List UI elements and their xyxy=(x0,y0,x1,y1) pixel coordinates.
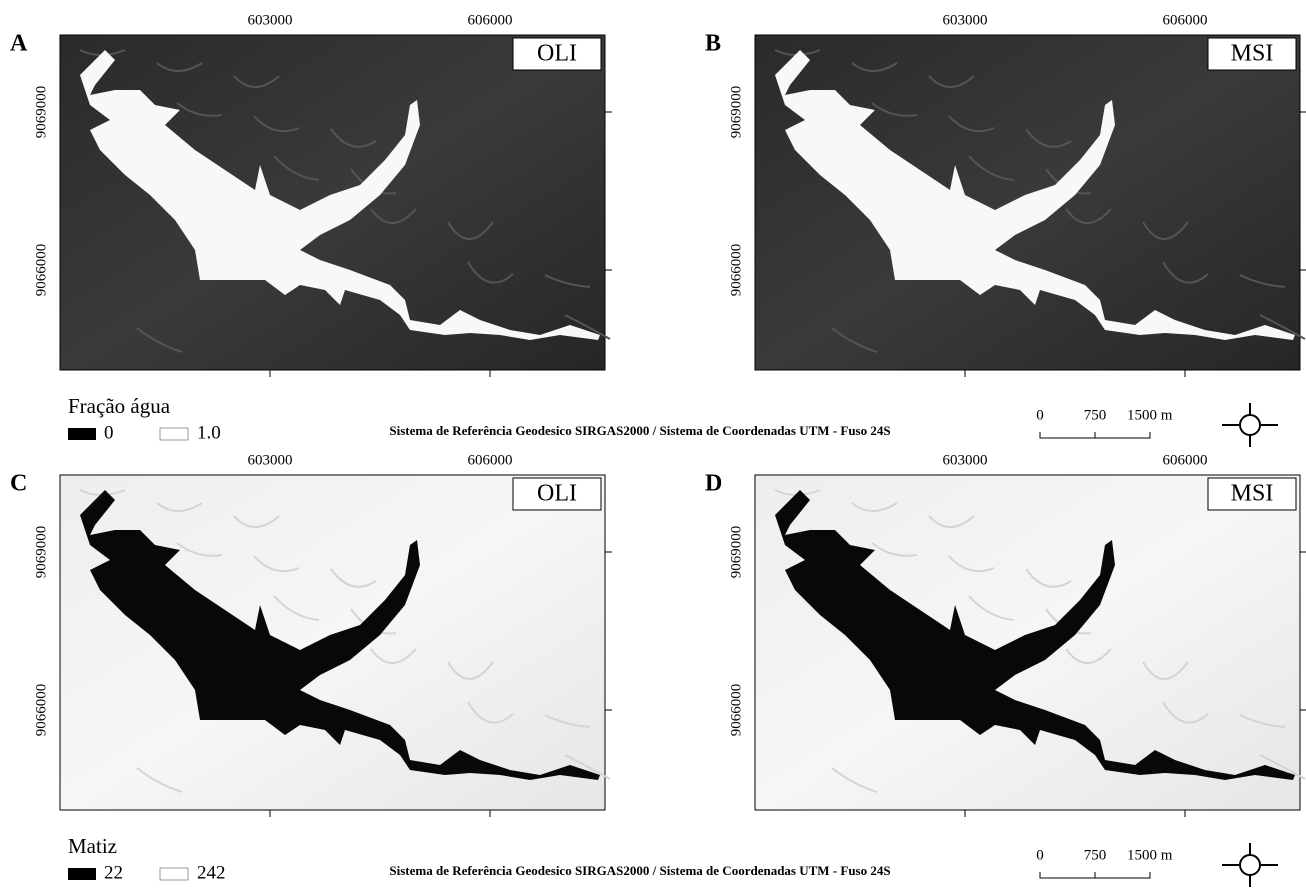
scale-label: 750 xyxy=(1084,847,1107,863)
legend-item: 1.0 xyxy=(197,422,221,443)
scale-bar xyxy=(1040,872,1150,878)
sensor-label: OLI xyxy=(537,481,577,507)
y-coordinate: 9069000 xyxy=(728,86,744,139)
crs-note: Sistema de Referência Geodesico SIRGAS20… xyxy=(389,423,890,438)
x-coordinate: 606000 xyxy=(1163,12,1208,28)
x-coordinate: 606000 xyxy=(1163,452,1208,468)
swatch-high xyxy=(160,868,188,880)
x-coordinate: 603000 xyxy=(943,12,988,28)
scale-label: 1500 m xyxy=(1127,407,1173,423)
y-coordinate: 9066000 xyxy=(728,684,744,737)
north-arrow-circle xyxy=(1240,415,1260,435)
scale-label: 1500 m xyxy=(1127,847,1173,863)
x-coordinate: 603000 xyxy=(943,452,988,468)
crs-note: Sistema de Referência Geodesico SIRGAS20… xyxy=(389,863,890,878)
panel-letter: D xyxy=(705,471,722,497)
scale-label: 750 xyxy=(1084,407,1107,423)
figure: A OLI 603000 606000 9069000 9066000 B MSI 603000… xyxy=(0,0,1306,887)
north-arrow-circle xyxy=(1240,855,1260,875)
swatch-low xyxy=(68,868,96,880)
x-coordinate: 603000 xyxy=(248,12,293,28)
panel-letter: C xyxy=(10,471,27,497)
x-coordinate: 606000 xyxy=(468,452,513,468)
panel-letter: B xyxy=(705,31,721,57)
legend-title: Fração água xyxy=(68,394,171,418)
legend-item: 242 xyxy=(197,862,226,883)
y-coordinate: 9069000 xyxy=(33,526,49,579)
scale-label: 0 xyxy=(1036,847,1044,863)
legend-title: Matiz xyxy=(68,834,117,858)
x-coordinate: 606000 xyxy=(468,12,513,28)
legend-item: 0 xyxy=(104,422,114,443)
sensor-label: MSI xyxy=(1231,41,1274,67)
y-coordinate: 9069000 xyxy=(33,86,49,139)
swatch-low xyxy=(68,428,96,440)
legend-item: 22 xyxy=(104,862,123,883)
sensor-label: MSI xyxy=(1231,481,1274,507)
y-coordinate: 9066000 xyxy=(728,244,744,297)
swatch-high xyxy=(160,428,188,440)
scale-label: 0 xyxy=(1036,407,1044,423)
y-coordinate: 9066000 xyxy=(33,244,49,297)
x-coordinate: 603000 xyxy=(248,452,293,468)
sensor-label: OLI xyxy=(537,41,577,67)
y-coordinate: 9066000 xyxy=(33,684,49,737)
scale-bar xyxy=(1040,432,1150,438)
y-coordinate: 9069000 xyxy=(728,526,744,579)
panel-letter: A xyxy=(10,31,28,57)
